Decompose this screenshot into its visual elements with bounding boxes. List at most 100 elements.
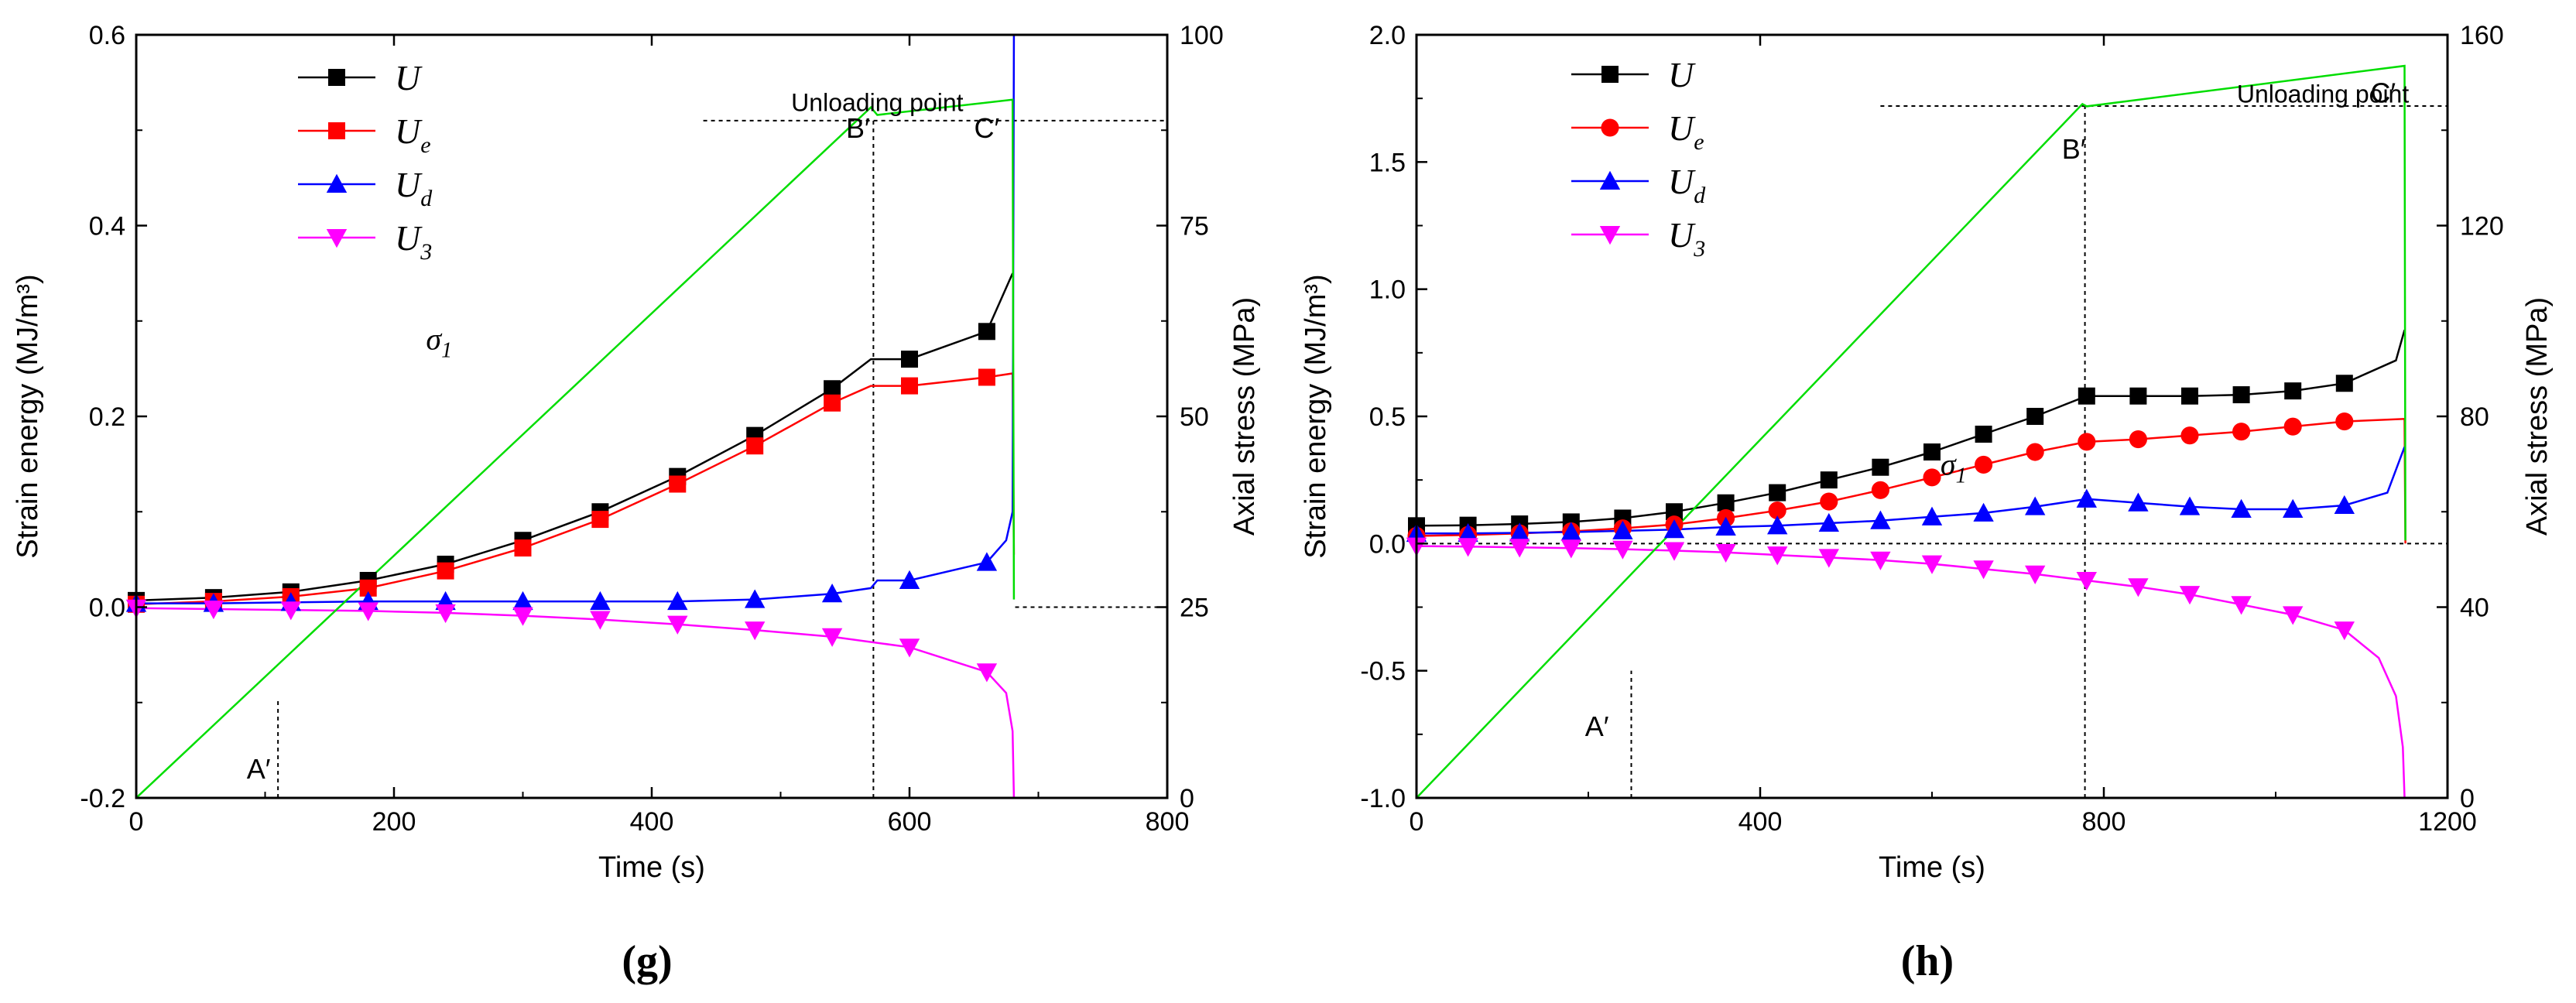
panel-label: (h) — [1901, 937, 1954, 985]
legend-label-sub-3: 3 — [420, 239, 432, 265]
data-point-U3-12 — [2025, 565, 2046, 584]
legend-label-sub-1: e — [420, 132, 430, 158]
data-point-U3-10 — [1921, 555, 1943, 574]
data-point-U3-1 — [203, 600, 224, 620]
y-tick-label-2: 0.0 — [1369, 529, 1406, 559]
data-point-U-10 — [1923, 443, 1941, 461]
legend-label-base-0: U — [395, 58, 423, 98]
legend-label-3: U3 — [1668, 215, 1705, 262]
data-point-U3-11 — [976, 663, 998, 683]
data-point-Ud-12 — [2025, 496, 2046, 515]
y-axis-title: Strain energy (MJ/m³) — [12, 274, 44, 558]
legend-label-1: Ue — [1668, 108, 1704, 155]
data-point-U3-16 — [2231, 596, 2252, 615]
data-point-U-14 — [2129, 387, 2147, 405]
legend-label-2: Ud — [1668, 162, 1706, 208]
data-point-U3-10 — [899, 638, 920, 658]
data-point-Ue-8 — [1820, 492, 1838, 511]
data-point-U-10 — [901, 351, 918, 368]
x-tick-label-3: 600 — [888, 807, 932, 837]
y2-tick-label-4: 100 — [1180, 21, 1224, 50]
data-point-U-13 — [2078, 387, 2095, 405]
data-point-Ud-17 — [2283, 498, 2304, 518]
data-point-U-18 — [2335, 375, 2353, 392]
data-point-Ud-15 — [2179, 496, 2201, 515]
legend-marker-0 — [328, 69, 345, 86]
y2-tick-label-1: 40 — [2460, 594, 2489, 623]
data-point-U3-2 — [1509, 539, 1530, 558]
y-tick-label-6: 2.0 — [1369, 21, 1406, 50]
series-line-Ue — [136, 372, 1016, 606]
legend-label-0: U — [1668, 55, 1696, 94]
data-point-U3-9 — [1870, 551, 1891, 570]
data-point-Ud-8 — [1818, 512, 1839, 532]
data-point-U3-18 — [2334, 621, 2355, 641]
legend-marker-3 — [1599, 226, 1621, 245]
series-line-U — [136, 272, 1014, 602]
data-point-Ud-7 — [1767, 515, 1788, 535]
data-point-Ue-11 — [1975, 455, 1993, 474]
series-line-σ1 — [136, 98, 1016, 799]
data-point-Ud-5 — [512, 591, 533, 611]
x-tick-label-3: 1200 — [2418, 807, 2477, 837]
annotation-2: B′ — [2062, 133, 2086, 165]
data-point-U-17 — [2284, 382, 2302, 400]
data-point-Ud-2 — [1509, 522, 1530, 542]
annotation-0: Unloading point — [791, 88, 964, 116]
x-tick-label-4: 800 — [1146, 807, 1190, 837]
y-tick-label-2: 0.2 — [89, 402, 125, 432]
data-point-U3-6 — [590, 611, 611, 630]
y2-axis-title: Axial stress (MPa) — [2521, 297, 2554, 536]
data-point-Ud-8 — [745, 589, 766, 608]
data-point-U-9 — [1872, 458, 1889, 476]
annotation-3: C′ — [975, 112, 1000, 144]
data-point-U3-8 — [1818, 549, 1839, 568]
legend-label-base-3: U — [1668, 215, 1696, 255]
data-point-Ud-5 — [1663, 519, 1685, 539]
y2-tick-label-2: 80 — [2460, 402, 2489, 432]
sigma-label-base: σ — [1941, 447, 1957, 482]
data-point-Ue-7 — [1768, 502, 1786, 520]
data-point-Ue-7 — [669, 475, 687, 493]
data-point-Ud-6 — [590, 591, 611, 611]
y2-tick-label-0: 0 — [1180, 784, 1194, 813]
series-lines — [1416, 64, 2406, 799]
data-point-Ud-18 — [2334, 495, 2355, 515]
data-point-U3-8 — [745, 621, 766, 641]
y-tick-label-3: 0.5 — [1369, 402, 1406, 432]
data-point-Ud-10 — [1921, 506, 1943, 525]
data-point-Ue-4 — [437, 562, 454, 580]
series-line-U — [1416, 329, 2406, 527]
x-tick-label-1: 200 — [372, 807, 416, 837]
data-point-Ud-11 — [976, 552, 998, 571]
legend-label-1: Ue — [395, 111, 431, 158]
data-point-Ue-17 — [2283, 417, 2302, 436]
y2-tick-label-3: 120 — [2460, 212, 2504, 241]
sigma-label-sub: 1 — [441, 339, 452, 363]
x-tick-label-2: 800 — [2082, 807, 2126, 837]
annotation-2: B′ — [846, 112, 870, 144]
legend-label-sub-2: d — [1694, 183, 1706, 208]
data-point-U3-3 — [358, 602, 379, 621]
data-point-Ud-6 — [1715, 516, 1736, 536]
data-point-U-7 — [1769, 484, 1786, 502]
legend-label-base-0: U — [1668, 55, 1696, 94]
data-point-Ue-16 — [2232, 423, 2251, 441]
data-point-Ud-13 — [2076, 488, 2097, 508]
data-point-U3-14 — [2128, 578, 2149, 597]
x-tick-label-1: 400 — [1738, 807, 1783, 837]
y-axis-title: Strain energy (MJ/m³) — [1300, 274, 1332, 558]
legend-marker-2 — [326, 173, 348, 193]
data-point-Ud-9 — [1870, 510, 1891, 529]
data-point-Ue-14 — [2129, 430, 2147, 449]
data-point-Ue-9 — [824, 394, 841, 412]
data-point-U3-7 — [667, 615, 688, 635]
data-point-Ud-14 — [2128, 492, 2149, 512]
legend-label-base-1: U — [395, 111, 423, 151]
legend-label-base-3: U — [395, 218, 423, 258]
data-point-U-8 — [1820, 471, 1838, 489]
y-tick-label-0: -1.0 — [1360, 784, 1406, 813]
series-lines — [136, 34, 1016, 799]
sigma-label: σ1 — [426, 322, 452, 363]
legend-label-base-2: U — [1668, 162, 1696, 201]
